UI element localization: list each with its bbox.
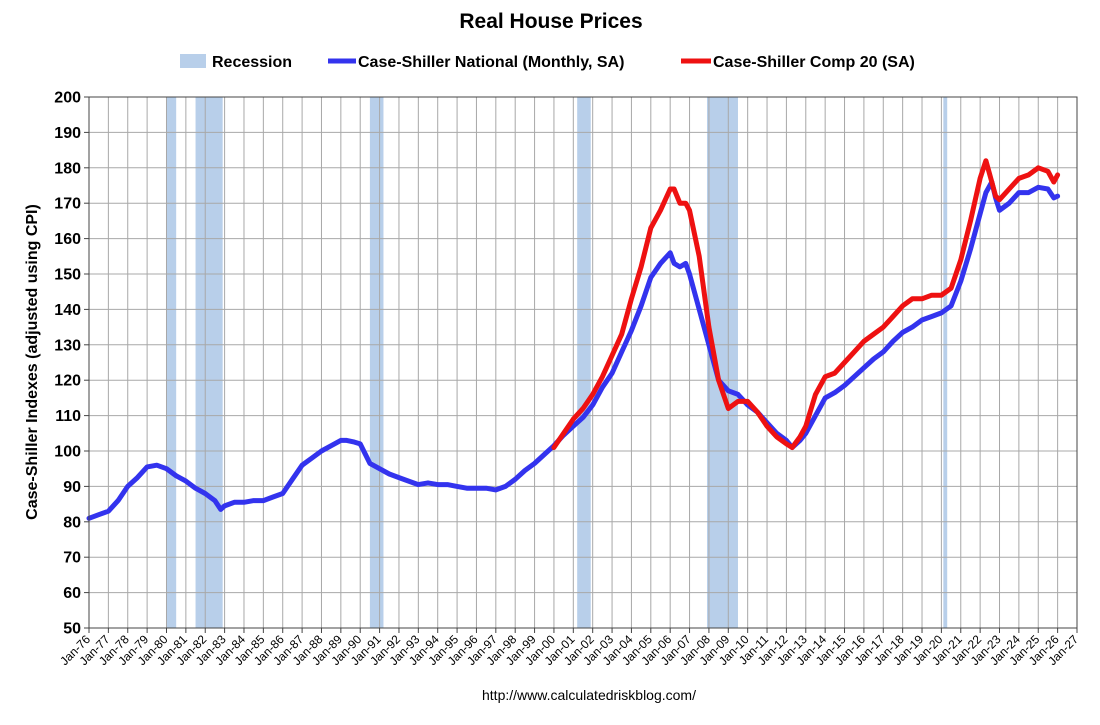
y-tick-label: 180 — [54, 160, 81, 177]
legend-comp20-label: Case-Shiller Comp 20 (SA) — [713, 54, 915, 71]
legend-national-label: Case-Shiller National (Monthly, SA) — [358, 54, 624, 71]
recession-band-2 — [369, 97, 384, 628]
data-series — [86, 158, 1061, 521]
y-axis-label: Case-Shiller Indexes (adjusted using CPI… — [24, 204, 41, 520]
x-axis-ticks: Jan-76Jan-77Jan-78Jan-79Jan-80Jan-81Jan-… — [57, 628, 1081, 668]
legend: Recession Case-Shiller National (Monthly… — [180, 54, 915, 71]
chart-title: Real House Prices — [459, 10, 642, 33]
source-url: http://www.calculatedriskblog.com/ — [482, 687, 696, 703]
y-tick-label: 200 — [54, 90, 81, 107]
y-tick-label: 170 — [54, 196, 81, 213]
plot-border — [88, 96, 1078, 629]
y-tick-label: 100 — [54, 444, 81, 461]
y-tick-label: 90 — [63, 479, 81, 496]
y-tick-label: 140 — [54, 302, 81, 319]
series-line-comp20 — [551, 158, 1061, 450]
recession-band-1 — [195, 97, 223, 628]
recession-band-0 — [166, 97, 177, 628]
grid-lines — [88, 96, 1078, 629]
y-tick-label: 150 — [54, 267, 81, 284]
legend-recession-label: Recession — [212, 54, 292, 71]
y-tick-label: 110 — [55, 408, 81, 425]
legend-recession-swatch — [180, 54, 206, 68]
y-tick-label: 190 — [54, 125, 81, 142]
recession-bands — [166, 97, 948, 628]
y-tick-label: 80 — [63, 514, 81, 531]
recession-band-5 — [943, 97, 948, 628]
y-tick-label: 160 — [54, 231, 81, 248]
y-tick-label: 60 — [63, 585, 81, 602]
y-tick-label: 130 — [54, 337, 81, 354]
y-tick-label: 120 — [54, 373, 81, 390]
recession-band-3 — [577, 97, 591, 628]
y-tick-label: 70 — [63, 550, 81, 567]
y-tick-label: 50 — [63, 621, 81, 638]
y-axis-ticks: 50 60 70 80 90 100 110 120 130 140 150 160 170 180 190… — [54, 90, 89, 638]
series-line-national — [86, 179, 1061, 521]
